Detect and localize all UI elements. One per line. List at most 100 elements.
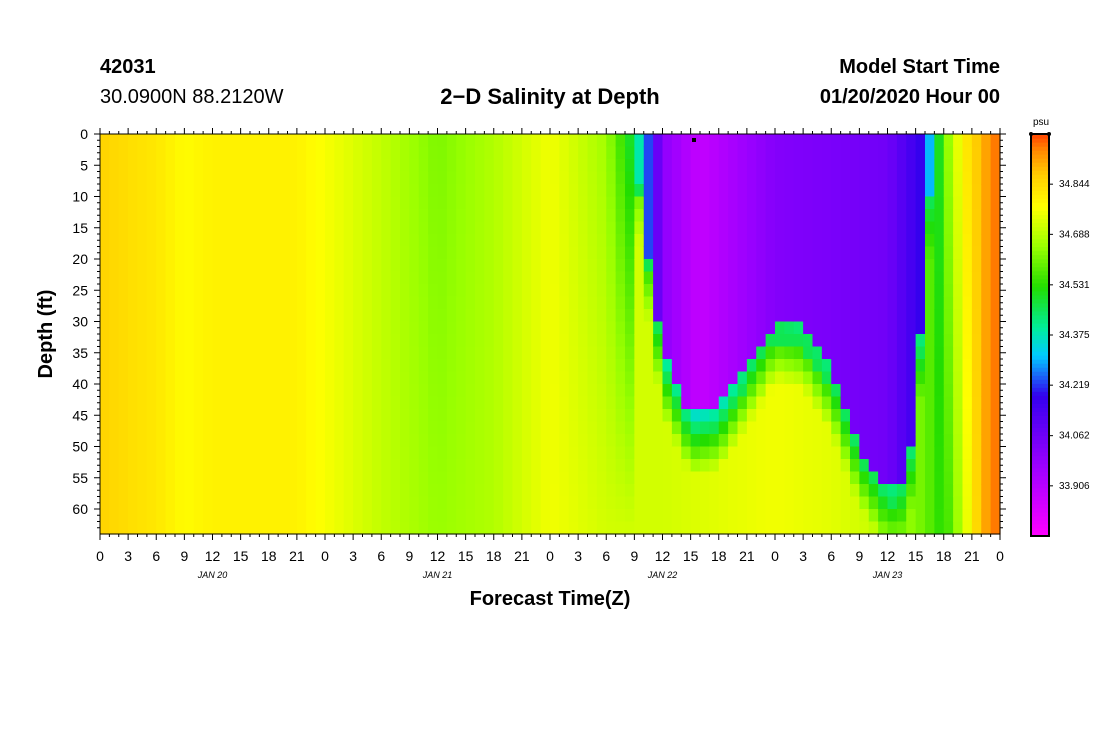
heatmap-cell bbox=[118, 396, 129, 410]
heatmap-cell bbox=[250, 296, 260, 310]
colorbar-swatch bbox=[1031, 495, 1049, 501]
heatmap-cell bbox=[203, 234, 214, 248]
x-tick-label: 15 bbox=[683, 548, 699, 564]
heatmap-cell bbox=[465, 146, 476, 160]
heatmap-cell bbox=[240, 484, 251, 498]
heatmap-cell bbox=[812, 184, 823, 198]
heatmap-cell bbox=[718, 146, 729, 160]
heatmap-cell bbox=[990, 371, 1001, 385]
heatmap-cell bbox=[493, 271, 504, 285]
heatmap-cell bbox=[343, 484, 354, 498]
heatmap-cell bbox=[315, 246, 326, 260]
heatmap-cell bbox=[643, 259, 654, 273]
heatmap-cell bbox=[362, 346, 373, 360]
heatmap-cell bbox=[775, 209, 785, 223]
heatmap-cell bbox=[156, 309, 167, 323]
heatmap-cell bbox=[109, 384, 120, 398]
heatmap-cell bbox=[343, 396, 354, 410]
colorbar-swatch bbox=[1031, 439, 1049, 445]
heatmap-cell bbox=[868, 196, 879, 210]
heatmap-cell bbox=[896, 434, 907, 448]
heatmap-cell bbox=[315, 421, 326, 435]
heatmap-cell bbox=[746, 196, 757, 210]
heatmap-cell bbox=[859, 284, 870, 298]
heatmap-cell bbox=[653, 496, 664, 510]
heatmap-cell bbox=[315, 446, 326, 460]
heatmap-cell bbox=[981, 434, 992, 448]
heatmap-cell bbox=[981, 409, 992, 423]
heatmap-cell bbox=[296, 459, 307, 473]
heatmap-cell bbox=[118, 509, 129, 523]
heatmap-cell bbox=[925, 184, 935, 198]
heatmap-cell bbox=[484, 459, 495, 473]
heatmap-cell bbox=[887, 259, 898, 273]
heatmap-cell bbox=[465, 496, 476, 510]
heatmap-cell bbox=[925, 171, 935, 185]
heatmap-cell bbox=[615, 484, 626, 498]
heatmap-cell bbox=[737, 171, 748, 185]
heatmap-cell bbox=[278, 271, 289, 285]
heatmap-cell bbox=[146, 496, 157, 510]
heatmap-cell bbox=[503, 384, 514, 398]
heatmap-cell bbox=[915, 221, 926, 235]
heatmap-cell bbox=[268, 134, 279, 148]
heatmap-cell bbox=[887, 496, 898, 510]
heatmap-cell bbox=[325, 484, 335, 498]
chart-axes: 0 3 6 9 12 15 18 21 0 3 6 9 12 15 18 21 0 3 6 9 12 15 18 21 0 3 6 9… bbox=[72, 126, 1006, 580]
heatmap-cell bbox=[212, 134, 223, 148]
heatmap-cell bbox=[287, 134, 298, 148]
heatmap-cell bbox=[512, 309, 523, 323]
heatmap-cell bbox=[128, 471, 139, 485]
heatmap-cell bbox=[728, 346, 739, 360]
heatmap-cell bbox=[296, 484, 307, 498]
heatmap-cell bbox=[925, 234, 935, 248]
heatmap-cell bbox=[521, 196, 532, 210]
heatmap-cell bbox=[390, 196, 401, 210]
heatmap-cell bbox=[221, 296, 232, 310]
heatmap-cell bbox=[737, 196, 748, 210]
heatmap-cell bbox=[503, 396, 514, 410]
heatmap-cell bbox=[325, 421, 335, 435]
heatmap-cell bbox=[446, 209, 457, 223]
heatmap-cell bbox=[465, 446, 476, 460]
heatmap-cell bbox=[971, 384, 982, 398]
heatmap-cell bbox=[934, 296, 945, 310]
heatmap-cell bbox=[306, 409, 317, 423]
heatmap-cell bbox=[287, 171, 298, 185]
heatmap-cell bbox=[128, 409, 139, 423]
heatmap-cell bbox=[728, 384, 739, 398]
heatmap-cell bbox=[859, 434, 870, 448]
heatmap-cell bbox=[943, 471, 954, 485]
heatmap-cell bbox=[400, 234, 410, 248]
heatmap-cell bbox=[184, 296, 195, 310]
heatmap-cell bbox=[512, 409, 523, 423]
heatmap-cell bbox=[793, 134, 804, 148]
heatmap-cell bbox=[550, 271, 560, 285]
heatmap-cell bbox=[250, 384, 260, 398]
heatmap-cell bbox=[821, 246, 832, 260]
heatmap-cell bbox=[371, 346, 382, 360]
heatmap-cell bbox=[981, 259, 992, 273]
heatmap-cell bbox=[296, 409, 307, 423]
heatmap-cell bbox=[953, 471, 964, 485]
heatmap-cell bbox=[231, 134, 242, 148]
heatmap-cell bbox=[493, 459, 504, 473]
heatmap-cell bbox=[850, 471, 860, 485]
heatmap-cell bbox=[343, 471, 354, 485]
heatmap-cell bbox=[231, 184, 242, 198]
heatmap-cell bbox=[587, 309, 598, 323]
heatmap-cell bbox=[278, 421, 289, 435]
heatmap-cell bbox=[953, 259, 964, 273]
heatmap-cell bbox=[259, 234, 270, 248]
heatmap-cell bbox=[850, 184, 860, 198]
heatmap-cell bbox=[334, 471, 345, 485]
heatmap-cell bbox=[100, 309, 110, 323]
heatmap-cell bbox=[428, 171, 439, 185]
heatmap-cell bbox=[943, 259, 954, 273]
heatmap-cell bbox=[184, 459, 195, 473]
heatmap-cell bbox=[662, 171, 673, 185]
heatmap-cell bbox=[643, 209, 654, 223]
heatmap-cell bbox=[343, 384, 354, 398]
heatmap-cell bbox=[812, 221, 823, 235]
heatmap-cell bbox=[109, 271, 120, 285]
